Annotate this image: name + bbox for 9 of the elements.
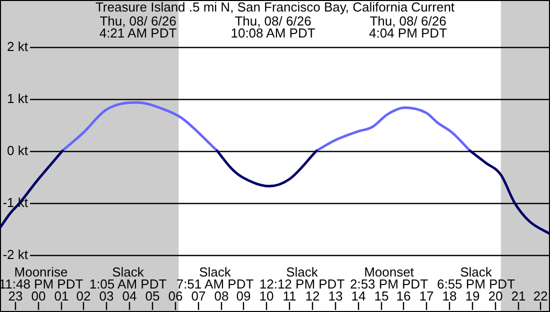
- y-tick-label: 0 kt: [7, 143, 28, 158]
- annotation: Thu, 08/ 6/26 4:04 PM PDT: [368, 14, 448, 41]
- y-tick-label: 2 kt: [7, 39, 28, 54]
- annotation: Thu, 08/ 6/26 4:21 AM PDT: [99, 14, 177, 41]
- y-tick-label: 1 kt: [7, 91, 28, 106]
- annotation: Thu, 08/ 6/26 10:08 AM PDT: [230, 14, 316, 41]
- y-tick-label: -2 kt: [2, 247, 28, 262]
- chart-title: Treasure Island .5 mi N, San Francisco Bay, California Current: [95, 0, 455, 15]
- x-tick-label: 22: [533, 288, 548, 304]
